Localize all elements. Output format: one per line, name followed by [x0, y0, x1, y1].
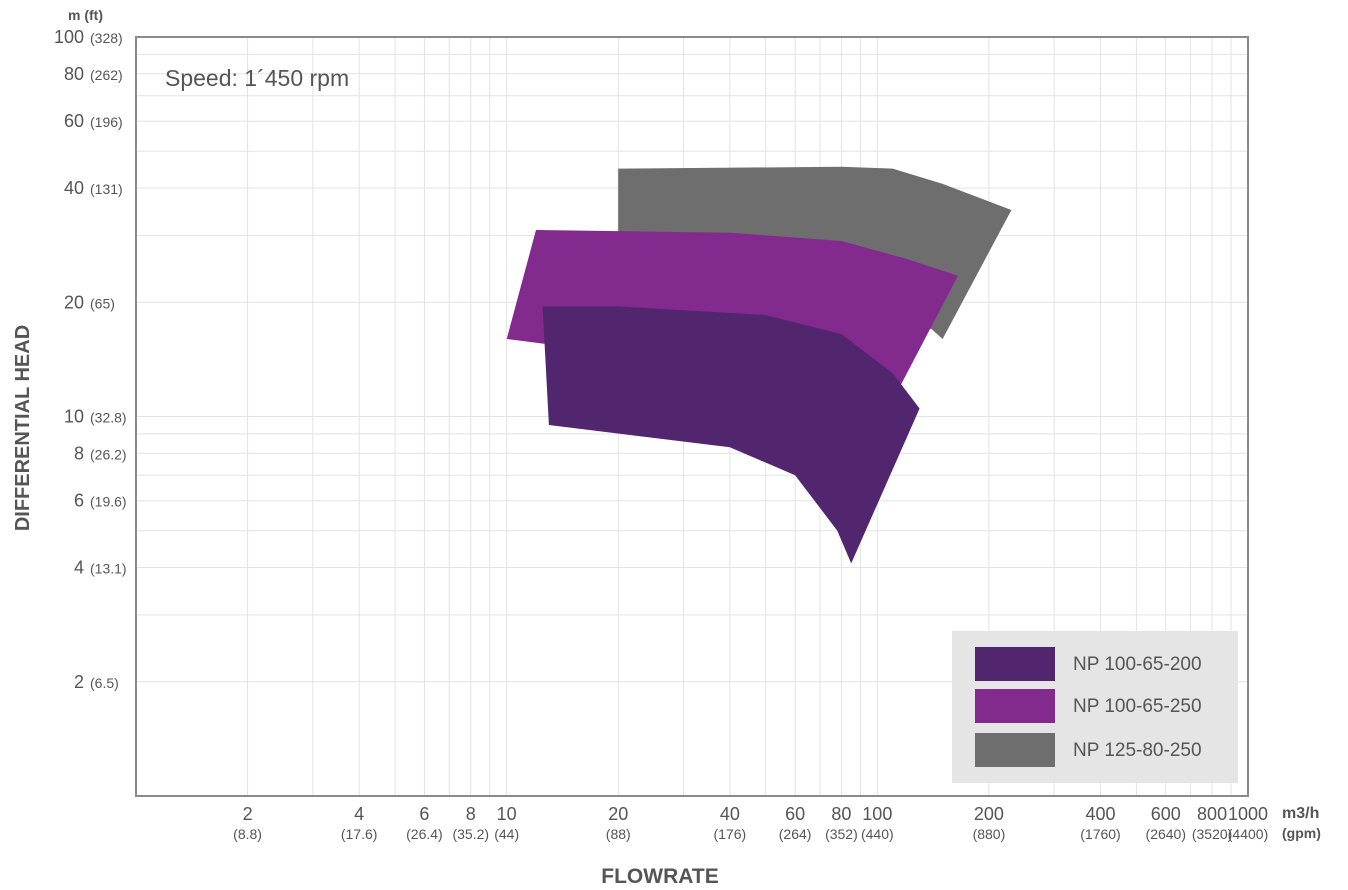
x-tick-label: 4 — [354, 804, 364, 824]
x-tick-sublabel: (264) — [779, 826, 812, 842]
y-tick-sublabel: (131) — [90, 181, 123, 197]
area-np-100-65-200 — [542, 306, 920, 564]
x-axis-title: FLOWRATE — [601, 865, 718, 888]
x-tick-sublabel: (26.4) — [406, 826, 443, 842]
y-tick-sublabel: (26.2) — [90, 446, 127, 462]
legend-label: NP 100-65-200 — [1073, 654, 1202, 675]
x-tick-label: 80 — [831, 804, 851, 824]
legend-items: NP 100-65-200 NP 100-65-250 NP 125-80-250 — [975, 647, 1202, 767]
x-tick-sublabel: (88) — [606, 826, 631, 842]
x-tick-label: 400 — [1085, 804, 1115, 824]
y-tick-label: 80 — [64, 64, 84, 84]
x-tick-sublabel: (35.2) — [452, 826, 489, 842]
x-tick-label: 6 — [419, 804, 429, 824]
y-tick-label: 2 — [74, 672, 84, 692]
x-tick-label: 10 — [497, 804, 517, 824]
y-unit-header: m (ft) — [68, 7, 103, 23]
legend: NP 100-65-200 NP 100-65-250 NP 125-80-250 — [952, 631, 1238, 783]
x-tick-sublabel: (440) — [861, 826, 894, 842]
x-tick-label: 200 — [974, 804, 1004, 824]
speed-annotation: Speed: 1´450 rpm — [165, 65, 349, 91]
y-axis-title: DIFFERENTIAL HEAD — [12, 325, 34, 531]
legend-label: NP 125-80-250 — [1073, 740, 1202, 761]
x-unit-primary: m3/h — [1282, 805, 1319, 822]
y-tick-sublabel: (6.5) — [90, 675, 119, 691]
y-tick-labels: 2 (6.5) 4 (13.1) 6 (19.6) 8 (26.2) 10 (32.8) 20 (65… — [54, 27, 127, 692]
x-unit-secondary: (gpm) — [1282, 825, 1321, 841]
x-tick-label: 40 — [720, 804, 740, 824]
x-tick-sublabel: (8.8) — [233, 826, 262, 842]
x-tick-sublabel: (176) — [713, 826, 746, 842]
x-tick-label: 20 — [608, 804, 628, 824]
x-tick-label: 800 — [1197, 804, 1227, 824]
y-tick-sublabel: (13.1) — [90, 561, 127, 577]
y-tick-sublabel: (262) — [90, 67, 123, 83]
y-tick-sublabel: (196) — [90, 114, 123, 130]
x-tick-sublabel: (17.6) — [341, 826, 378, 842]
y-tick-label: 10 — [64, 407, 84, 427]
x-tick-sublabel: (2640) — [1146, 826, 1186, 842]
y-tick-sublabel: (19.6) — [90, 494, 127, 510]
y-tick-label: 100 — [54, 27, 84, 47]
x-tick-sublabel: (3520) — [1192, 826, 1232, 842]
x-tick-sublabel: (4400) — [1228, 826, 1268, 842]
y-tick-label: 40 — [64, 178, 84, 198]
y-tick-label: 6 — [74, 491, 84, 511]
y-tick-sublabel: (32.8) — [90, 410, 127, 426]
y-tick-label: 20 — [64, 292, 84, 312]
x-tick-label: 600 — [1151, 804, 1181, 824]
y-tick-label: 8 — [74, 443, 84, 463]
plot-frame — [135, 36, 1249, 797]
area-layer — [506, 166, 1012, 564]
x-tick-label: 8 — [466, 804, 476, 824]
x-tick-label: 60 — [785, 804, 805, 824]
x-tick-label: 100 — [862, 804, 892, 824]
legend-swatch — [975, 647, 1055, 681]
x-tick-sublabel: (352) — [825, 826, 858, 842]
x-tick-sublabel: (880) — [973, 826, 1006, 842]
legend-swatch — [975, 733, 1055, 767]
x-tick-labels: 2 (8.8) 4 (17.6) 6 (26.4) 8 (35.2) 10 (44) 20 (88) 4… — [233, 804, 1268, 842]
x-tick-sublabel: (44) — [494, 826, 519, 842]
x-tick-label: 2 — [243, 804, 253, 824]
x-tick-sublabel: (1760) — [1080, 826, 1120, 842]
y-tick-sublabel: (328) — [90, 30, 123, 46]
y-tick-label: 60 — [64, 111, 84, 131]
y-tick-label: 4 — [74, 558, 84, 578]
legend-label: NP 100-65-250 — [1073, 696, 1202, 717]
x-tick-label: 1000 — [1228, 804, 1268, 824]
legend-swatch — [975, 689, 1055, 723]
y-tick-sublabel: (65) — [90, 295, 115, 311]
